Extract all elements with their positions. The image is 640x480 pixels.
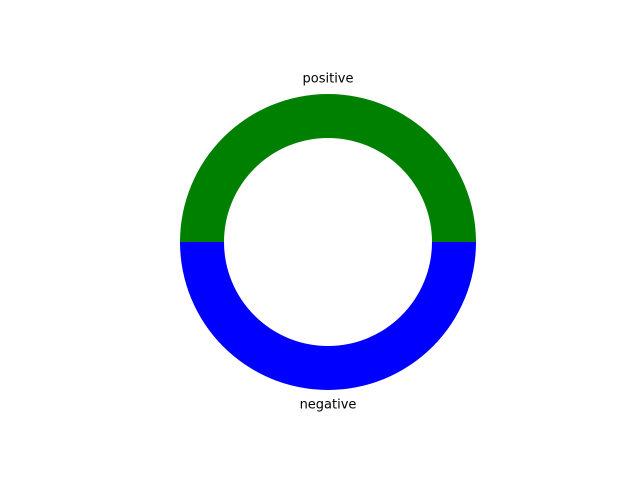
slice-label-positive: positive	[303, 72, 354, 87]
slice-negative	[180, 242, 476, 390]
slice-positive	[180, 94, 476, 242]
slices-layer	[180, 94, 476, 390]
labels-layer: positive negative	[300, 72, 357, 413]
slice-label-negative: negative	[300, 397, 357, 412]
